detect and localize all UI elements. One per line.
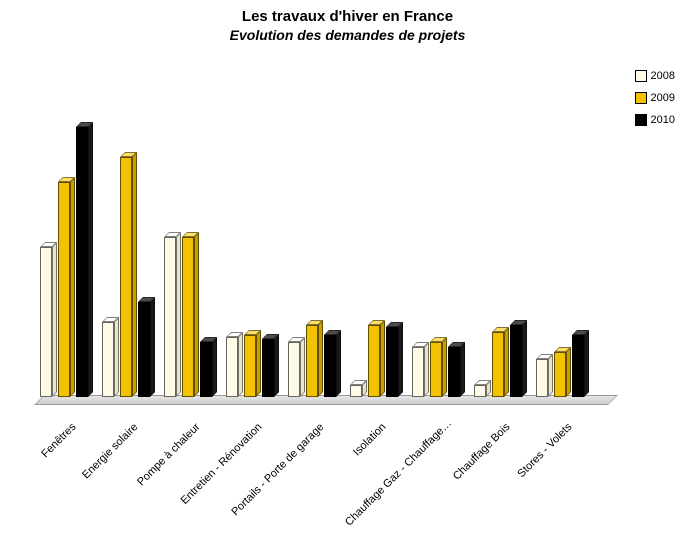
x-axis-label: Pompe à chaleur [95,421,202,528]
bar [510,325,522,397]
x-axis-label: Chauffage Gaz - Chauffage… [343,421,450,528]
bar [430,342,442,397]
bar [200,342,212,397]
bar [226,337,238,397]
bar [182,237,194,397]
x-axis-label: Isolation [281,421,388,528]
bar [40,247,52,397]
bar [244,335,256,397]
x-axis-label: Entretien - Rénovation [157,421,264,528]
bar [102,322,114,397]
bar [386,327,398,397]
legend-swatch [635,114,647,126]
x-axis-labels: FenêtresEnergie solairePompe à chaleurEn… [40,415,600,535]
plot-area [40,105,600,405]
bar [350,385,362,397]
x-axis-label: Energie solaire [33,421,140,528]
chart-title: Les travaux d'hiver en France [0,8,695,25]
legend-item: 2009 [635,92,675,104]
bar [120,157,132,397]
legend-swatch [635,92,647,104]
bar [288,342,300,397]
bar [368,325,380,397]
bar [324,335,336,397]
bar [164,237,176,397]
bar [448,347,460,397]
bar [554,352,566,397]
x-axis-label: Stores - Volets [467,421,574,528]
bar [262,339,274,397]
bar [572,335,584,397]
x-axis-label: Chauffage Bois [405,421,512,528]
legend: 2008 2009 2010 [635,70,675,136]
legend-item: 2010 [635,114,675,126]
bar [492,332,504,397]
bar [536,359,548,397]
bar [58,182,70,397]
legend-item: 2008 [635,70,675,82]
x-axis-label: Portails - Porte de garage [219,421,326,528]
bar [474,385,486,397]
bar [138,302,150,397]
legend-swatch [635,70,647,82]
chart-subtitle: Evolution des demandes de projets [0,27,695,43]
legend-label: 2010 [651,114,675,126]
bar [412,347,424,397]
legend-label: 2009 [651,92,675,104]
bar [306,325,318,397]
title-block: Les travaux d'hiver en France Evolution … [0,8,695,43]
legend-label: 2008 [651,70,675,82]
bar [76,127,88,397]
chart-container: Les travaux d'hiver en France Evolution … [0,0,695,535]
